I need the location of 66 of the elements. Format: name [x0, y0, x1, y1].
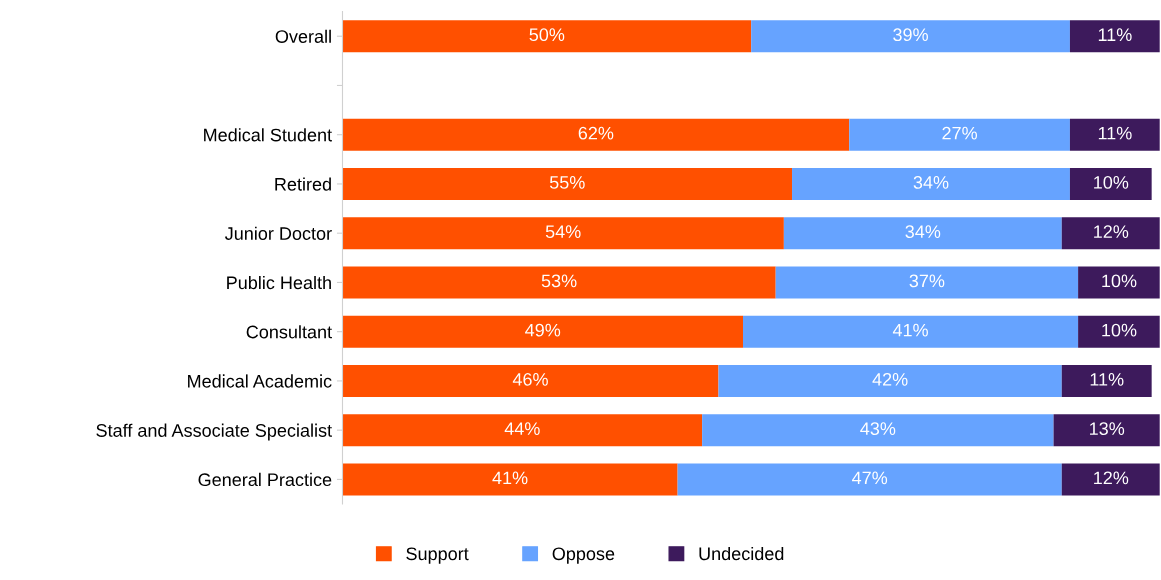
bar: [342, 266, 776, 299]
y-tick-label: Staff and Associate Specialist: [96, 423, 332, 441]
data-label: 10%: [1102, 274, 1137, 288]
legend-label: Support: [406, 547, 469, 564]
data-label: 53%: [541, 274, 577, 288]
y-tick-label: Public Health: [227, 275, 331, 290]
data-label: 39%: [893, 28, 928, 42]
data-label: 11%: [1098, 28, 1132, 41]
bar: [342, 20, 752, 53]
bar: [342, 118, 850, 151]
bar: [342, 217, 784, 250]
bar: [677, 463, 1062, 496]
data-label: 41%: [492, 471, 528, 485]
data-label: 43%: [860, 422, 896, 435]
data-label: 11%: [1090, 373, 1124, 386]
data-label: 12%: [1094, 471, 1129, 485]
data-label: 50%: [529, 28, 565, 42]
data-label: 27%: [942, 126, 978, 140]
bar: [1061, 217, 1160, 250]
bar: [1069, 118, 1160, 151]
bar: [342, 315, 743, 348]
bar: [1061, 364, 1152, 397]
bar: [1053, 414, 1160, 447]
y-tick-label: Consultant: [246, 325, 332, 339]
y-tick-label: Junior Doctor: [224, 226, 332, 240]
y-tick-label: Medical Student: [204, 128, 332, 142]
bar: [718, 364, 1062, 397]
y-tick-label: General Practice: [198, 472, 332, 487]
data-label: 34%: [905, 225, 941, 239]
bar: [783, 217, 1062, 250]
data-label: 37%: [909, 274, 945, 288]
bar: [775, 266, 1079, 299]
data-label: 47%: [852, 471, 888, 485]
data-label: 34%: [913, 176, 949, 189]
data-label: 12%: [1094, 225, 1129, 238]
data-label: 13%: [1090, 422, 1125, 435]
data-label: 44%: [504, 422, 540, 435]
data-label: 11%: [1098, 126, 1132, 140]
bar: [342, 364, 719, 397]
bar: [1061, 463, 1160, 496]
data-label: 46%: [512, 372, 548, 386]
y-tick-label: Overall: [275, 29, 331, 43]
bar: [342, 463, 678, 496]
y-tick-label: Retired: [275, 177, 331, 191]
bar: [702, 414, 1054, 447]
data-label: 55%: [549, 176, 585, 189]
bar: [1078, 266, 1160, 299]
bar: [849, 118, 1070, 151]
bar: [1069, 167, 1152, 200]
data-label: 54%: [545, 225, 581, 239]
legend-label: Undecided: [699, 546, 784, 561]
bar: [751, 20, 1070, 53]
y-tick-label: Medical Academic: [188, 374, 332, 388]
legend-label: Oppose: [552, 547, 615, 564]
bar: [342, 167, 793, 200]
data-label: 41%: [892, 323, 928, 337]
bar: [1069, 20, 1160, 53]
bar: [342, 414, 703, 447]
bar: [742, 315, 1079, 348]
data-label: 10%: [1102, 323, 1137, 337]
data-label: 42%: [872, 372, 908, 386]
data-label: 49%: [525, 323, 561, 337]
data-label: 10%: [1094, 176, 1129, 189]
data-label: 62%: [578, 126, 614, 140]
bar: [792, 167, 1070, 200]
bar: [1078, 315, 1160, 348]
